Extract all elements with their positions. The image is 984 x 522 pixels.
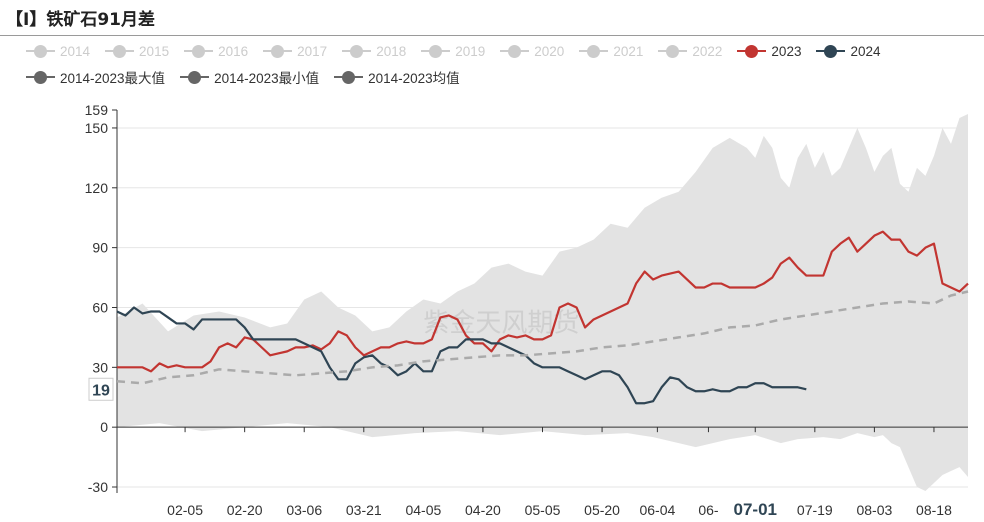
legend-label: 2017	[297, 43, 328, 59]
legend-row-1: 2014 2015 2016 2017 2018 2019 2020 2021 …	[26, 38, 976, 64]
legend-label: 2016	[218, 43, 249, 59]
legend-marker-icon	[184, 44, 214, 58]
chart-legend: 2014 2015 2016 2017 2018 2019 2020 2021 …	[26, 38, 976, 90]
legend-marker-icon	[105, 44, 135, 58]
legend-label: 2023	[771, 43, 802, 59]
legend-item-mean[interactable]: 2014-2023均值	[334, 67, 460, 87]
y-tick-label: 60	[92, 299, 108, 315]
x-tick-label: 05-20	[584, 502, 620, 518]
legend-dot	[350, 45, 364, 58]
legend-dot	[587, 45, 601, 58]
legend-dot	[113, 45, 127, 58]
legend-label: 2014	[60, 43, 91, 59]
x-tick-label: 02-20	[227, 502, 263, 518]
legend-label: 2019	[455, 43, 486, 59]
legend-item-2015[interactable]: 2015	[105, 44, 169, 59]
y-tick-label: 159	[85, 102, 109, 118]
legend-item-2018[interactable]: 2018	[342, 44, 406, 59]
legend-item-2016[interactable]: 2016	[184, 44, 248, 59]
chart-title-bar: 【I】铁矿石91月差	[0, 0, 984, 34]
legend-item-2020[interactable]: 2020	[500, 44, 564, 59]
y-tick-label: 150	[85, 120, 109, 136]
y-tick-label: 120	[85, 180, 109, 196]
legend-label: 2018	[376, 43, 407, 59]
legend-item-2021[interactable]: 2021	[579, 44, 643, 59]
legend-item-2019[interactable]: 2019	[421, 44, 485, 59]
x-tick-label: 03-06	[286, 502, 322, 518]
x-tick-label: 08-18	[916, 502, 952, 518]
x-tick-label: 03-21	[346, 502, 382, 518]
legend-label: 2024	[850, 43, 881, 59]
y-tick-label: 0	[100, 419, 108, 435]
legend-item-2022[interactable]: 2022	[658, 44, 722, 59]
legend-marker-icon	[26, 70, 55, 84]
legend-item-2017[interactable]: 2017	[263, 44, 327, 59]
chart-title: 【I】铁矿石91月差	[6, 10, 155, 30]
x-tick-label: 04-20	[465, 502, 501, 518]
legend-item-2014[interactable]: 2014	[26, 44, 90, 59]
legend-label: 2014-2023最大值	[60, 71, 166, 86]
legend-row-2: 2014-2023最大值 2014-2023最小值 2014-2023均值	[26, 64, 976, 90]
legend-label: 2020	[534, 43, 565, 59]
legend-marker-icon	[579, 44, 609, 58]
legend-label: 2014-2023均值	[368, 71, 460, 86]
legend-marker-icon	[816, 44, 846, 58]
legend-item-max[interactable]: 2014-2023最大值	[26, 67, 165, 87]
x-tick-label: 04-05	[405, 502, 441, 518]
legend-dot	[508, 45, 522, 58]
legend-marker-icon	[737, 44, 767, 58]
series-line-2023	[117, 230, 969, 373]
series-line-mean	[116, 290, 969, 385]
legend-item-2024[interactable]: 2024	[816, 43, 881, 59]
x-tick-label: 06-	[698, 502, 719, 518]
y-tick-label: -30	[88, 479, 108, 495]
legend-dot	[271, 45, 285, 58]
legend-dot	[342, 71, 356, 84]
y-tick-label: 90	[92, 240, 108, 256]
legend-marker-icon	[658, 44, 688, 58]
y-tick-label: 30	[92, 359, 108, 375]
legend-label: 2021	[613, 43, 644, 59]
watermark-text: 紫金天风期货	[423, 307, 579, 337]
legend-dot	[34, 71, 47, 84]
legend-dot	[192, 45, 206, 58]
legend-dot	[824, 45, 838, 58]
x-tick-label: 07-01	[734, 500, 777, 519]
y-pointer-label: 19	[92, 382, 110, 399]
legend-item-2023[interactable]: 2023	[737, 44, 801, 59]
legend-marker-icon	[180, 70, 210, 84]
x-tick-label: 06-04	[639, 502, 675, 518]
x-tick-label: 05-05	[525, 502, 561, 518]
legend-marker-icon	[263, 44, 293, 58]
legend-marker-icon	[334, 70, 364, 84]
x-tick-label: 02-05	[167, 502, 203, 518]
legend-marker-icon	[421, 44, 451, 58]
legend-marker-icon	[26, 44, 55, 58]
legend-dot	[666, 45, 680, 58]
legend-label: 2015	[139, 43, 170, 59]
legend-label: 2014-2023最小值	[214, 71, 320, 86]
title-divider	[0, 35, 984, 36]
legend-dot	[745, 45, 759, 58]
x-tick-label: 07-19	[797, 502, 833, 518]
legend-label: 2022	[692, 43, 723, 59]
legend-item-min[interactable]: 2014-2023最小值	[180, 67, 319, 87]
legend-dot	[34, 45, 47, 58]
x-tick-label: 08-03	[856, 502, 892, 518]
legend-marker-icon	[500, 44, 530, 58]
min-max-band	[117, 113, 968, 492]
series-line-2024	[116, 306, 807, 405]
y-pointer-box	[88, 377, 114, 401]
legend-dot	[429, 45, 443, 58]
legend-marker-icon	[342, 44, 372, 58]
legend-dot	[188, 71, 202, 84]
